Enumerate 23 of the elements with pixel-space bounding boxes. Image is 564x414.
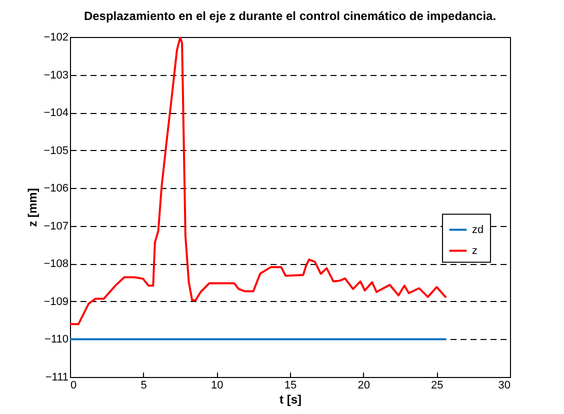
y-tick-label: −103	[44, 69, 68, 82]
y-tick-label: −108	[44, 258, 68, 270]
y-axis-title: z [mm]	[26, 188, 40, 227]
y-tick-label: −111	[45, 372, 68, 384]
x-tick-label: 0	[70, 380, 77, 392]
y-tick-label: −107	[44, 220, 68, 232]
x-tick-label: 10	[211, 380, 224, 392]
x-tick-label: 25	[431, 380, 444, 392]
x-tick-label: 15	[284, 380, 297, 392]
legend-label: zd	[472, 224, 484, 236]
legend-label: z	[472, 244, 478, 257]
y-tick-label: −105	[44, 144, 68, 157]
x-tick-label: 5	[140, 380, 147, 392]
y-tick-label: −102	[44, 32, 68, 44]
x-tick-label: 30	[498, 380, 510, 392]
y-tick-label: −104	[44, 107, 68, 120]
y-tick-label: −109	[44, 296, 68, 308]
line-series	[70, 37, 446, 326]
y-tick-label: −106	[44, 182, 68, 195]
x-axis-title: t [s]	[280, 392, 302, 406]
x-tick-label: 20	[358, 380, 370, 392]
chart-title: Desplazamiento en el eje z durante el control cinemático de impedancia.	[84, 9, 496, 23]
y-tick-label: −110	[44, 334, 68, 346]
